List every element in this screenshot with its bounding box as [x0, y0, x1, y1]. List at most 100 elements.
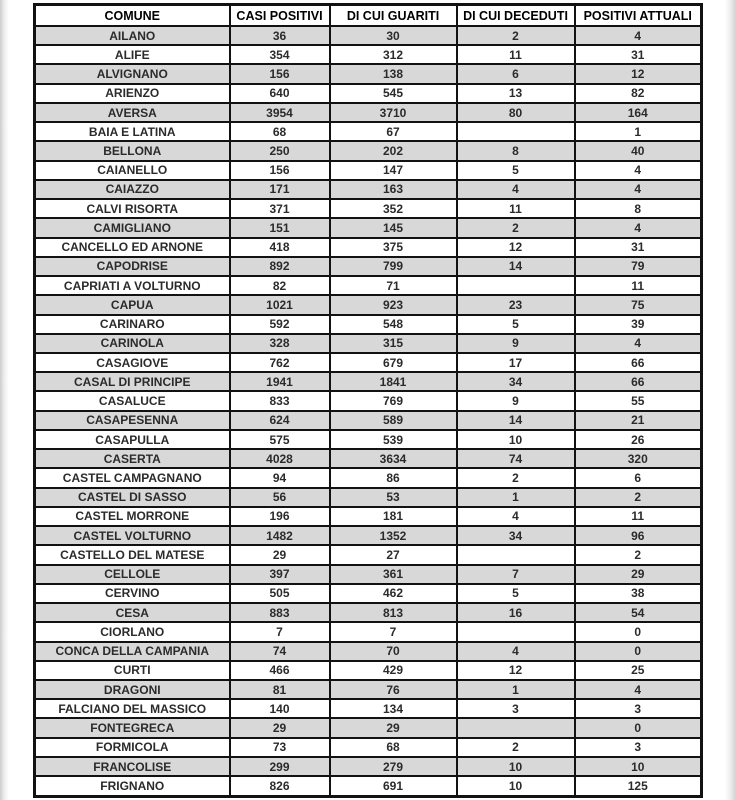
di-cui-guariti-cell: 691: [328, 775, 458, 798]
table-row: CASTEL CAMPAGNANO 94 86 2 6: [33, 467, 703, 489]
positivi-attuali-cell: 82: [573, 82, 703, 104]
di-cui-deceduti-cell: 34: [455, 371, 576, 393]
positivi-attuali-cell: 125: [573, 775, 703, 798]
positivi-attuali-cell: 31: [573, 44, 703, 66]
di-cui-guariti-cell: 145: [328, 217, 458, 239]
table-row: CAPUA 1021 923 23 75: [33, 294, 703, 316]
positivi-attuali-cell: 164: [573, 101, 703, 124]
di-cui-deceduti-cell: 4: [455, 640, 576, 662]
casi-positivi-cell: 575: [228, 428, 331, 451]
casi-positivi-cell: 640: [228, 82, 331, 104]
table-row: FRANCOLISE 299 279 10 10: [33, 755, 703, 778]
casi-positivi-cell: 250: [228, 140, 331, 162]
table-row: CAPRIATI A VOLTURNO 82 71 11: [33, 275, 703, 297]
positivi-attuali-cell: 25: [573, 659, 703, 681]
di-cui-guariti-cell: 71: [328, 275, 458, 297]
di-cui-deceduti-cell: 11: [455, 44, 576, 66]
positivi-attuali-cell: 4: [573, 178, 703, 201]
positivi-attuali-cell: 11: [573, 505, 703, 528]
di-cui-deceduti-cell: 14: [455, 255, 576, 278]
table-row: CAMIGLIANO 151 145 2 4: [33, 217, 703, 239]
di-cui-deceduti-cell: 13: [455, 82, 576, 104]
casi-positivi-cell: 68: [228, 121, 331, 143]
di-cui-deceduti-cell: 8: [455, 140, 576, 162]
column-header-di-cui-guariti: DI CUI GUARITI: [328, 3, 458, 27]
di-cui-guariti-cell: 76: [328, 678, 458, 701]
table-row: CASERTA 4028 3634 74 320: [33, 448, 703, 470]
comune-cell: CASAGIOVE: [33, 351, 231, 374]
di-cui-guariti-cell: 1352: [328, 525, 458, 547]
comune-cell: CAIAZZO: [33, 178, 231, 201]
positivi-attuali-cell: 79: [573, 255, 703, 278]
di-cui-deceduti-cell: 4: [455, 178, 576, 201]
table-row: ARIENZO 640 545 13 82: [33, 82, 703, 104]
casi-positivi-cell: 81: [228, 678, 331, 701]
comune-cell: CASTEL DI SASSO: [33, 486, 231, 508]
di-cui-deceduti-cell: 3: [455, 698, 576, 720]
comune-cell: CASAPULLA: [33, 428, 231, 451]
di-cui-deceduti-cell: 9: [455, 332, 576, 354]
di-cui-deceduti-cell: 12: [455, 236, 576, 258]
table-row: BELLONA 250 202 8 40: [33, 140, 703, 162]
comune-cell: CAIANELLO: [33, 159, 231, 181]
comune-cell: FALCIANO DEL MASSICO: [33, 698, 231, 720]
positivi-attuali-cell: 75: [573, 294, 703, 316]
comune-cell: CELLOLE: [33, 563, 231, 585]
comune-cell: FORMICOLA: [33, 736, 231, 758]
positivi-attuali-cell: 55: [573, 390, 703, 412]
di-cui-deceduti-cell: [455, 275, 576, 297]
comune-cell: CAPUA: [33, 294, 231, 316]
column-header-positivi-attuali: POSITIVI ATTUALI: [573, 3, 703, 27]
table-row: CIORLANO 7 7 0: [33, 621, 703, 643]
casi-positivi-cell: 156: [228, 159, 331, 181]
header-row: COMUNE CASI POSITIVI DI CUI GUARITI DI C…: [33, 3, 703, 27]
table-row: CALVI RISORTA 371 352 11 8: [33, 198, 703, 220]
positivi-attuali-cell: 3: [573, 736, 703, 758]
di-cui-guariti-cell: 279: [328, 755, 458, 778]
casi-positivi-cell: 505: [228, 582, 331, 605]
di-cui-guariti-cell: 539: [328, 428, 458, 451]
di-cui-deceduti-cell: 5: [455, 582, 576, 605]
casi-positivi-cell: 1941: [228, 371, 331, 393]
table-row: CANCELLO ED ARNONE 418 375 12 31: [33, 236, 703, 258]
di-cui-guariti-cell: 352: [328, 198, 458, 220]
casi-positivi-cell: 29: [228, 717, 331, 739]
comune-cell: CAMIGLIANO: [33, 217, 231, 239]
positivi-attuali-cell: 29: [573, 563, 703, 585]
positivi-attuali-cell: 10: [573, 755, 703, 778]
di-cui-guariti-cell: 315: [328, 332, 458, 354]
covid-cases-table: COMUNE CASI POSITIVI DI CUI GUARITI DI C…: [33, 3, 703, 798]
positivi-attuali-cell: 4: [573, 217, 703, 239]
comune-cell: CARINARO: [33, 313, 231, 335]
casi-positivi-cell: 56: [228, 486, 331, 508]
page-left-edge-shadow: [0, 0, 9, 800]
di-cui-guariti-cell: 181: [328, 505, 458, 528]
positivi-attuali-cell: 2: [573, 544, 703, 566]
positivi-attuali-cell: 12: [573, 63, 703, 85]
comune-cell: CURTI: [33, 659, 231, 681]
positivi-attuali-cell: 31: [573, 236, 703, 258]
positivi-attuali-cell: 38: [573, 582, 703, 605]
table-row: CAIANELLO 156 147 5 4: [33, 159, 703, 181]
positivi-attuali-cell: 8: [573, 198, 703, 220]
casi-positivi-cell: 196: [228, 505, 331, 528]
table-row: CONCA DELLA CAMPANIA 74 70 4 0: [33, 640, 703, 662]
comune-cell: CASAPESENNA: [33, 409, 231, 431]
di-cui-guariti-cell: 799: [328, 255, 458, 278]
casi-positivi-cell: 624: [228, 409, 331, 431]
di-cui-deceduti-cell: 23: [455, 294, 576, 316]
casi-positivi-cell: 892: [228, 255, 331, 278]
table-row: FALCIANO DEL MASSICO 140 134 3 3: [33, 698, 703, 720]
di-cui-guariti-cell: 67: [328, 121, 458, 143]
comune-cell: CASTEL VOLTURNO: [33, 525, 231, 547]
positivi-attuali-cell: 0: [573, 621, 703, 643]
table-row: CAPODRISE 892 799 14 79: [33, 255, 703, 278]
table-row: FONTEGRECA 29 29 0: [33, 717, 703, 739]
casi-positivi-cell: 883: [228, 602, 331, 624]
di-cui-guariti-cell: 30: [328, 24, 458, 47]
di-cui-deceduti-cell: 1: [455, 486, 576, 508]
comune-cell: CASERTA: [33, 448, 231, 470]
positivi-attuali-cell: 4: [573, 678, 703, 701]
table-row: CARINOLA 328 315 9 4: [33, 332, 703, 354]
di-cui-deceduti-cell: 5: [455, 313, 576, 335]
